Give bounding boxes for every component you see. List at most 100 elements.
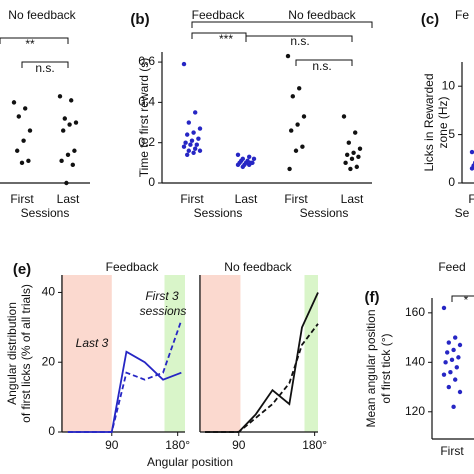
- x-tick-label: Last: [57, 192, 80, 206]
- bracket: [451, 295, 474, 302]
- dot: [62, 116, 67, 121]
- dot: [443, 360, 448, 365]
- dot: [345, 152, 350, 157]
- x-tick-label: 180°: [165, 438, 190, 452]
- dot: [185, 132, 190, 137]
- dot: [19, 160, 25, 166]
- y-tick-label: 0.4: [138, 95, 155, 109]
- shaded-zone: [164, 275, 185, 432]
- annotation: n.s.: [312, 59, 331, 73]
- dot: [188, 142, 193, 147]
- bracket: [245, 35, 353, 42]
- bracket: [295, 59, 353, 66]
- dot: [300, 144, 305, 149]
- x-axis-label: Sessions: [194, 206, 243, 220]
- y-tick-label: 20: [42, 354, 56, 368]
- x-tick-label: 90: [232, 438, 246, 452]
- dot: [235, 162, 241, 168]
- dot: [69, 98, 74, 103]
- y-tick-label: 120: [405, 404, 425, 418]
- dot: [441, 372, 447, 377]
- x-tick-label: First: [10, 192, 34, 206]
- y-tick-label: 40: [42, 285, 56, 299]
- dot: [454, 365, 459, 370]
- panel-label: (c): [421, 11, 439, 28]
- panel-title: No feedback: [288, 8, 356, 22]
- y-tick-label: 0: [48, 424, 55, 438]
- dot: [295, 122, 300, 127]
- dot: [448, 370, 453, 375]
- dot: [457, 389, 463, 395]
- dot: [356, 154, 361, 159]
- y-axis-label: Mean angular position: [364, 309, 378, 427]
- dot: [183, 140, 188, 145]
- x-axis-label: Se: [455, 206, 470, 220]
- x-tick-label: First: [284, 192, 308, 206]
- dot: [23, 106, 28, 111]
- dot: [235, 152, 241, 157]
- dot: [469, 149, 474, 155]
- dot: [446, 384, 451, 390]
- panel-title: Feedback: [106, 260, 160, 274]
- annotation: ***: [219, 32, 233, 46]
- annotation: sessions: [140, 304, 187, 318]
- x-axis-label: Angular position: [147, 455, 233, 469]
- dot: [351, 150, 356, 155]
- dot: [185, 152, 190, 157]
- dot: [197, 148, 203, 153]
- dot: [16, 114, 21, 119]
- y-tick-label: 0.2: [138, 135, 155, 149]
- dot: [247, 154, 252, 159]
- y-axis-label: of first tick (°): [379, 333, 393, 403]
- dot: [73, 120, 79, 125]
- dot: [61, 128, 66, 133]
- dot: [26, 158, 31, 164]
- y-axis-label: of first licks (% of all trials): [19, 284, 33, 423]
- dot: [240, 164, 245, 170]
- y-tick-label: 5: [448, 127, 455, 141]
- annotation: *: [464, 293, 469, 307]
- dot: [293, 148, 299, 153]
- dot: [449, 357, 455, 363]
- annotation: **: [25, 37, 35, 51]
- dot: [196, 136, 201, 141]
- dot: [27, 128, 33, 133]
- dot: [357, 146, 363, 151]
- annotation: n.s.: [35, 61, 54, 75]
- dot: [181, 144, 187, 149]
- dot: [285, 53, 291, 59]
- x-axis-label: Sessions: [300, 206, 349, 220]
- dot: [453, 377, 458, 382]
- annotation: n.s.: [290, 34, 309, 48]
- x-tick-label: Last: [341, 192, 364, 206]
- dot: [59, 158, 64, 164]
- dot: [287, 166, 292, 172]
- dot: [247, 162, 252, 168]
- dot: [441, 305, 447, 311]
- dot: [57, 94, 63, 99]
- dot: [186, 120, 191, 125]
- dot: [70, 162, 76, 168]
- dot: [189, 138, 195, 143]
- y-axis-label: Time to first reward (s): [137, 58, 151, 178]
- x-axis-label: Sessions: [21, 206, 70, 220]
- bracket: [21, 61, 69, 68]
- dot: [181, 61, 187, 67]
- dot: [445, 350, 450, 355]
- y-axis-label: zone (Hz): [436, 96, 450, 148]
- x-tick-label: 90: [105, 438, 119, 452]
- series-line: [67, 320, 183, 433]
- y-tick-label: 160: [405, 305, 425, 319]
- panel-label: (f): [365, 289, 380, 306]
- dot: [457, 342, 463, 348]
- panel-title: No feedback: [224, 260, 292, 274]
- dot: [451, 347, 456, 353]
- panel-title: No feedback: [8, 8, 76, 22]
- dot: [289, 128, 294, 133]
- dot: [346, 140, 351, 145]
- y-tick-label: 10: [442, 78, 456, 92]
- dot: [251, 156, 257, 162]
- dot: [15, 148, 20, 153]
- dot: [343, 160, 348, 166]
